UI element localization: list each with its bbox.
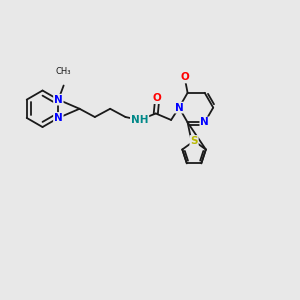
Text: NH: NH <box>131 115 148 125</box>
Text: O: O <box>180 73 189 82</box>
Text: N: N <box>54 94 63 105</box>
Text: N: N <box>200 117 209 128</box>
Text: CH₃: CH₃ <box>56 67 71 76</box>
Text: N: N <box>54 113 63 123</box>
Text: N: N <box>175 103 183 112</box>
Text: O: O <box>153 93 162 103</box>
Text: S: S <box>190 136 198 146</box>
